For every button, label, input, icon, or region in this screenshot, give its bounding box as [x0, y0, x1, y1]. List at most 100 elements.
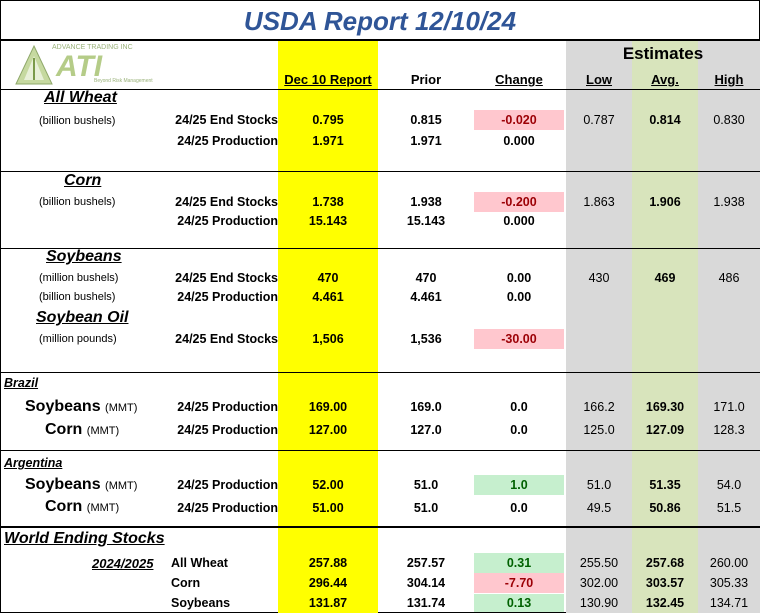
- corn-production-change: 0.000: [503, 214, 535, 228]
- soybean-oil-endstocks-change: -30.00: [474, 329, 564, 349]
- brazil-soybeans-report: 169.00: [308, 400, 348, 414]
- all-wheat-production-change: 0.000: [503, 134, 535, 148]
- soybean-oil-endstocks-label: 24/25 End Stocks: [175, 332, 278, 346]
- brazil-soybeans-unit: (MMT): [105, 402, 138, 414]
- argentina-soybeans-name: Soybeans (MMT): [25, 476, 137, 494]
- corn-unit: (billion bushels): [39, 196, 116, 208]
- logo-tagline: Beyond Risk Management: [94, 78, 153, 84]
- brazil-corn-unit: (MMT): [86, 425, 120, 437]
- soybeans-production-prior: 4.461: [410, 290, 442, 304]
- soybean-oil-endstocks-report: 1,506: [312, 332, 344, 346]
- brazil-title: Brazil: [4, 376, 39, 390]
- argentina-soybeans-prior: 51.0: [413, 478, 439, 492]
- soybeans-endstocks-avg: 469: [654, 271, 676, 285]
- header-avg: Avg.: [651, 72, 679, 87]
- world-row-low: 130.90: [579, 596, 619, 610]
- all-wheat-production-label: 24/25 Production: [177, 134, 278, 148]
- world-row-high: 134.71: [709, 596, 749, 610]
- brazil-soybeans-prior: 169.0: [410, 400, 442, 414]
- brazil-soybeans-name: Soybeans (MMT): [25, 398, 137, 416]
- argentina-title: Argentina: [4, 456, 63, 470]
- all-wheat-endstocks-low: 0.787: [583, 113, 615, 127]
- soybean-oil-endstocks-prior: 1,536: [410, 332, 442, 346]
- argentina-soybeans-high: 54.0: [716, 478, 742, 492]
- argentina-soybeans-report: 52.00: [312, 478, 344, 492]
- soybeans-endstocks-high: 486: [718, 271, 740, 285]
- brazil-corn-report: 127.00: [308, 423, 348, 437]
- brazil-soybeans-change: 0.0: [510, 400, 528, 414]
- world-row-low: 302.00: [579, 576, 619, 590]
- argentina-corn-label: Corn: [45, 498, 83, 515]
- dec10-report-column: [278, 41, 378, 613]
- brazil-divider: [0, 450, 760, 451]
- corn-endstocks-prior: 1.938: [410, 195, 442, 209]
- all-wheat-title: All Wheat: [44, 89, 117, 106]
- world-row-avg: 132.45: [645, 596, 685, 610]
- all-wheat-endstocks-report: 0.795: [312, 113, 344, 127]
- world-row-prior: 257.57: [406, 556, 446, 570]
- argentina-corn-unit: (MMT): [86, 502, 120, 514]
- brazil-corn-name: Corn (MMT): [45, 421, 119, 439]
- logo-small-text: ADVANCE TRADING INC: [52, 44, 133, 51]
- world-row-low: 255.50: [579, 556, 619, 570]
- soybeans-endstocks-low: 430: [588, 271, 610, 285]
- world-row-avg: 303.57: [645, 576, 685, 590]
- corn-endstocks-high: 1.938: [713, 195, 745, 209]
- argentina-corn-low: 49.5: [586, 501, 612, 515]
- world-row-report: 131.87: [308, 596, 348, 610]
- brazil-corn-label: Corn: [45, 421, 83, 438]
- argentina-corn-report: 51.00: [312, 501, 344, 515]
- argentina-divider: [0, 526, 760, 528]
- argentina-soybeans-change: 1.0: [474, 475, 564, 495]
- world-row-change: -7.70: [474, 573, 564, 593]
- brazil-corn-avg: 127.09: [645, 423, 685, 437]
- header-high: High: [714, 72, 744, 87]
- soybeans-divider: [0, 372, 760, 373]
- brazil-corn-low: 125.0: [583, 423, 615, 437]
- world-row-change: 0.31: [474, 553, 564, 573]
- soybean-oil-title: Soybean Oil: [36, 309, 129, 326]
- argentina-corn-prior: 51.0: [413, 501, 439, 515]
- header-low: Low: [586, 72, 612, 87]
- header-report: Dec 10 Report: [284, 72, 372, 87]
- world-row-label: Corn: [171, 576, 201, 590]
- logo-main-text: ATI: [56, 50, 103, 83]
- brazil-soybeans-label: Soybeans: [25, 398, 101, 415]
- brazil-corn-high: 128.3: [713, 423, 745, 437]
- argentina-corn-high: 51.5: [716, 501, 742, 515]
- argentina-soybeans-label: Soybeans: [25, 476, 101, 493]
- soybeans-endstocks-label: 24/25 End Stocks: [175, 271, 278, 285]
- corn-divider: [0, 248, 760, 249]
- soybeans-stocks-unit: (million bushels): [39, 272, 119, 284]
- argentina-corn-production-label: 24/25 Production: [177, 501, 278, 515]
- all-wheat-endstocks-prior: 0.815: [410, 113, 442, 127]
- soybeans-endstocks-change: 0.00: [506, 271, 532, 285]
- world-row-label: All Wheat: [171, 556, 228, 570]
- brazil-soybeans-high: 171.0: [713, 400, 745, 414]
- soybeans-title: Soybeans: [46, 248, 122, 265]
- soybeans-endstocks-report: 470: [317, 271, 339, 285]
- corn-title: Corn: [64, 172, 102, 189]
- world-row-report: 296.44: [308, 576, 348, 590]
- brazil-soybeans-avg: 169.30: [645, 400, 685, 414]
- argentina-soybeans-avg: 51.35: [649, 478, 681, 492]
- all-wheat-production-prior: 1.971: [410, 134, 442, 148]
- wheat-divider: [0, 171, 760, 172]
- brazil-soybeans-low: 166.2: [583, 400, 615, 414]
- corn-production-prior: 15.143: [406, 214, 446, 228]
- soybeans-prod-unit: (billion bushels): [39, 291, 116, 303]
- argentina-corn-name: Corn (MMT): [45, 498, 119, 516]
- title-divider: [0, 39, 760, 41]
- corn-endstocks-change: -0.200: [474, 192, 564, 212]
- world-row-change: 0.13: [474, 594, 564, 612]
- world-row-label: Soybeans: [171, 596, 231, 610]
- soybeans-production-change: 0.00: [506, 290, 532, 304]
- ati-logo-icon: [15, 44, 53, 85]
- all-wheat-endstocks-label: 24/25 End Stocks: [175, 113, 278, 127]
- soybeans-production-label: 24/25 Production: [177, 290, 278, 304]
- argentina-soybeans-low: 51.0: [586, 478, 612, 492]
- brazil-corn-prior: 127.0: [410, 423, 442, 437]
- corn-endstocks-label: 24/25 End Stocks: [175, 195, 278, 209]
- corn-endstocks-avg: 1.906: [649, 195, 681, 209]
- world-row-high: 260.00: [709, 556, 749, 570]
